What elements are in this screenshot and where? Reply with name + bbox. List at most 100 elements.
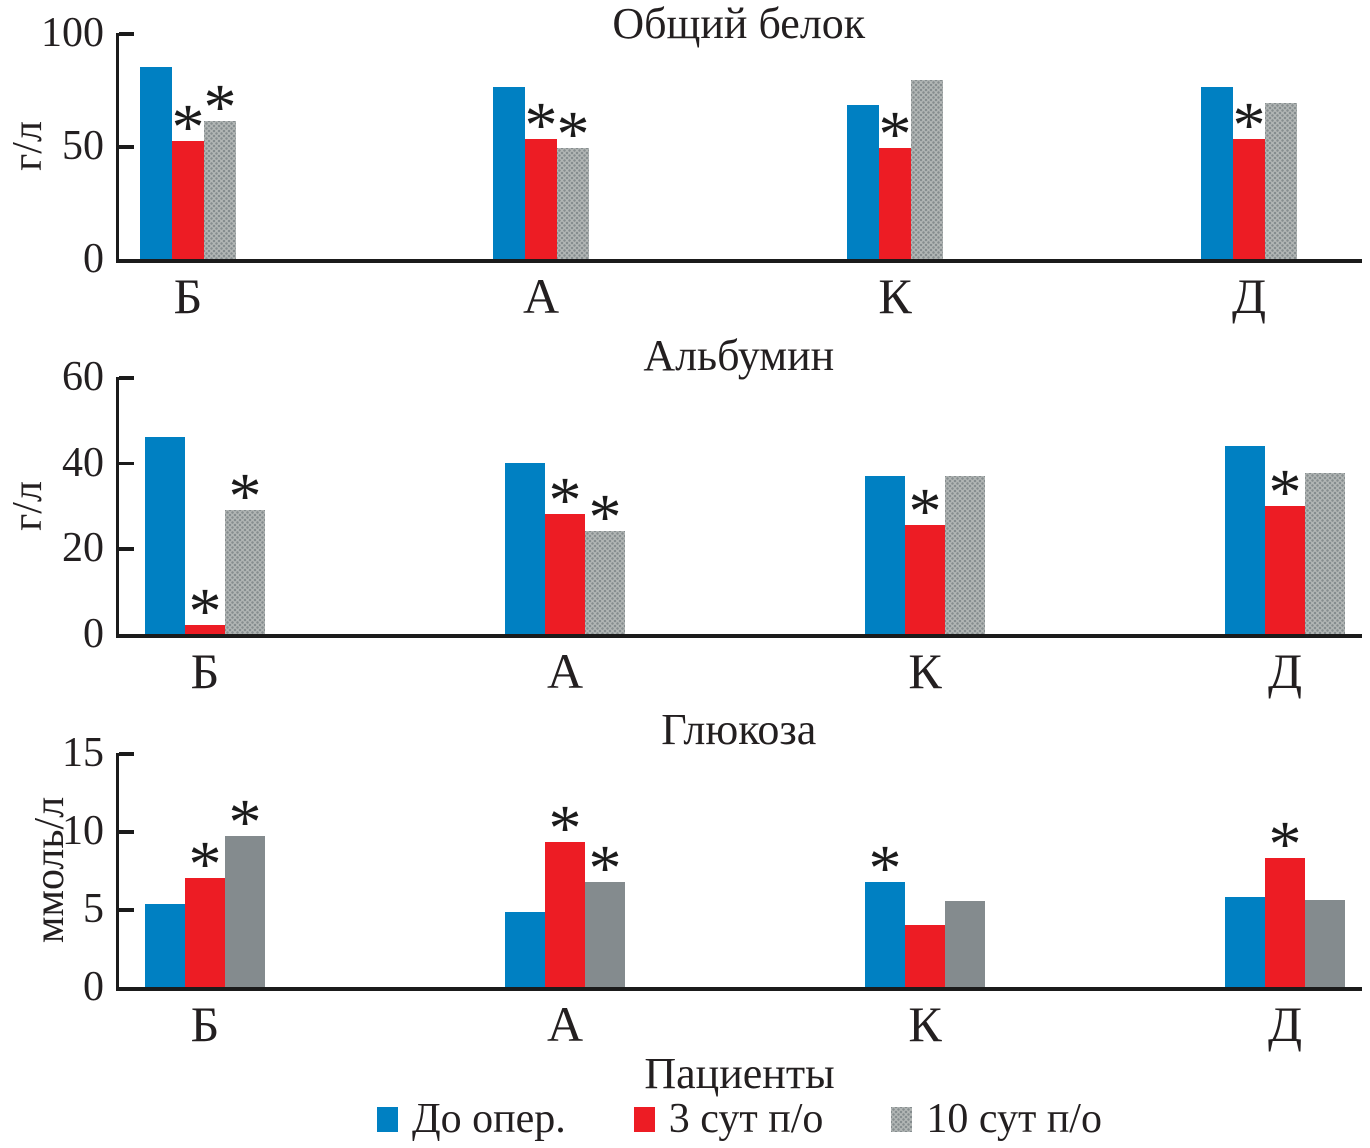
bar-albumin-А-preop bbox=[505, 462, 545, 634]
y-axis-label-albumin: г/л bbox=[5, 480, 51, 531]
bar-albumin-Б-day3 bbox=[185, 625, 225, 634]
significance-asterisk-total-protein-Д-day3: * bbox=[1232, 89, 1266, 163]
legend-label-day10: 10 сут п/о bbox=[926, 1096, 1102, 1142]
bar-glucose-Б-preop bbox=[145, 904, 185, 987]
y-tick-label: 5 bbox=[83, 886, 104, 932]
y-tick-mark bbox=[119, 145, 134, 149]
bar-albumin-Б-preop bbox=[145, 436, 185, 634]
category-label-total-protein-А: А bbox=[522, 268, 560, 324]
bar-glucose-Б-day10 bbox=[225, 835, 265, 987]
significance-asterisk-albumin-Б-day3: * bbox=[188, 575, 222, 649]
category-label-albumin-К: К bbox=[908, 643, 942, 699]
y-tick-label: 100 bbox=[41, 10, 104, 56]
y-tick-mark bbox=[119, 376, 134, 380]
day10-swatch-icon bbox=[891, 1106, 913, 1132]
significance-asterisk-glucose-К-preop: * bbox=[868, 832, 902, 906]
bar-total-protein-К-preop bbox=[847, 105, 879, 259]
bar-albumin-А-day10 bbox=[585, 531, 625, 634]
y-tick-label: 20 bbox=[62, 525, 104, 572]
y-tick-label: 50 bbox=[62, 123, 104, 169]
category-label-albumin-А: А bbox=[546, 643, 584, 699]
significance-asterisk-albumin-К-day3: * bbox=[908, 474, 942, 548]
significance-asterisk-glucose-Б-day3: * bbox=[188, 827, 222, 901]
bar-glucose-Д-day10 bbox=[1305, 899, 1345, 987]
bar-total-protein-Б-preop bbox=[140, 66, 172, 259]
y-tick-label: 40 bbox=[62, 439, 104, 486]
bar-albumin-Д-day10 bbox=[1305, 473, 1345, 634]
category-label-albumin-Д: Д bbox=[1267, 643, 1303, 699]
y-tick-label: 0 bbox=[83, 611, 104, 657]
bar-albumin-Д-day3 bbox=[1265, 505, 1305, 634]
bar-glucose-К-day3 bbox=[905, 924, 945, 987]
bar-glucose-Д-preop bbox=[1225, 896, 1265, 987]
bar-glucose-Д-day3 bbox=[1265, 857, 1305, 987]
category-label-glucose-А: А bbox=[546, 996, 584, 1052]
significance-asterisk-albumin-А-day3: * bbox=[548, 464, 582, 538]
significance-asterisk-albumin-А-day10: * bbox=[588, 481, 622, 555]
bar-total-protein-Д-day3 bbox=[1233, 139, 1265, 259]
y-tick-label: 60 bbox=[62, 354, 104, 400]
y-axis-line bbox=[115, 33, 119, 263]
legend-item-day3: 3 сут п/о bbox=[633, 1096, 824, 1142]
bar-total-protein-К-day10 bbox=[911, 80, 943, 259]
y-axis-line bbox=[115, 377, 119, 638]
bar-albumin-К-day10 bbox=[945, 475, 985, 634]
x-axis-line bbox=[115, 259, 1362, 263]
x-axis-line bbox=[115, 987, 1362, 991]
bar-total-protein-Б-day3 bbox=[172, 141, 204, 259]
legend-item-day10: 10 сут п/о bbox=[891, 1098, 1102, 1140]
category-label-albumin-Б: Б bbox=[190, 643, 220, 699]
bar-albumin-К-preop bbox=[865, 475, 905, 634]
bar-glucose-К-preop bbox=[865, 882, 905, 987]
significance-asterisk-albumin-Б-day10: * bbox=[228, 459, 262, 533]
significance-asterisk-albumin-Д-day3: * bbox=[1268, 455, 1302, 529]
category-label-glucose-Б: Б bbox=[190, 996, 220, 1052]
significance-asterisk-glucose-А-day10: * bbox=[588, 832, 622, 906]
category-label-total-protein-К: К bbox=[878, 268, 912, 324]
category-label-total-protein-Б: Б bbox=[173, 268, 203, 324]
bar-total-protein-Д-preop bbox=[1201, 87, 1233, 259]
x-axis-line bbox=[115, 634, 1362, 638]
bar-total-protein-А-preop bbox=[493, 87, 525, 259]
preop-swatch-icon bbox=[377, 1106, 399, 1132]
bar-glucose-К-day10 bbox=[945, 901, 985, 987]
y-tick-mark bbox=[119, 461, 134, 466]
significance-asterisk-total-protein-К-day3: * bbox=[878, 98, 912, 172]
x-axis-title: Пациенты bbox=[644, 1049, 835, 1098]
chart-title-albumin: Альбумин bbox=[643, 331, 835, 380]
category-label-glucose-Д: Д bbox=[1267, 996, 1303, 1052]
category-label-total-protein-Д: Д bbox=[1231, 268, 1267, 324]
significance-asterisk-glucose-А-day3: * bbox=[548, 791, 582, 865]
bar-total-protein-Б-day10 bbox=[204, 121, 236, 259]
significance-asterisk-total-protein-Б-day10: * bbox=[203, 71, 237, 145]
significance-asterisk-glucose-Д-day3: * bbox=[1268, 807, 1302, 881]
legend-label-preop: До опер. bbox=[412, 1096, 566, 1142]
legend-item-preop: До опер. bbox=[377, 1098, 566, 1140]
y-tick-label: 0 bbox=[83, 236, 104, 282]
bar-glucose-А-day3 bbox=[545, 841, 585, 987]
y-tick-label: 10 bbox=[62, 808, 104, 854]
bar-albumin-А-day3 bbox=[545, 514, 585, 634]
legend: До опер. 3 сут п/о 10 сут п/о bbox=[117, 1098, 1362, 1140]
y-axis-line bbox=[115, 753, 119, 991]
significance-asterisk-total-protein-Б-day3: * bbox=[171, 91, 205, 165]
bar-glucose-А-preop bbox=[505, 912, 545, 987]
legend-label-day3: 3 сут п/о bbox=[668, 1096, 824, 1142]
category-label-glucose-К: К bbox=[908, 996, 942, 1052]
y-tick-mark bbox=[119, 830, 134, 834]
bar-total-protein-А-day3 bbox=[525, 139, 557, 259]
day3-swatch-icon bbox=[633, 1106, 655, 1132]
y-tick-label: 15 bbox=[62, 730, 104, 776]
bar-albumin-Б-day10 bbox=[225, 509, 265, 634]
significance-asterisk-total-protein-А-day3: * bbox=[524, 89, 558, 163]
significance-asterisk-glucose-Б-day10: * bbox=[228, 785, 262, 859]
bar-total-protein-К-day3 bbox=[879, 148, 911, 259]
bar-total-protein-Д-day10 bbox=[1265, 103, 1297, 259]
bar-total-protein-А-day10 bbox=[557, 148, 589, 259]
chart-title-glucose: Глюкоза bbox=[661, 705, 817, 754]
y-tick-mark bbox=[119, 32, 134, 36]
bar-glucose-А-day10 bbox=[585, 882, 625, 987]
bar-albumin-Д-preop bbox=[1225, 445, 1265, 634]
bar-glucose-Б-day3 bbox=[185, 877, 225, 987]
